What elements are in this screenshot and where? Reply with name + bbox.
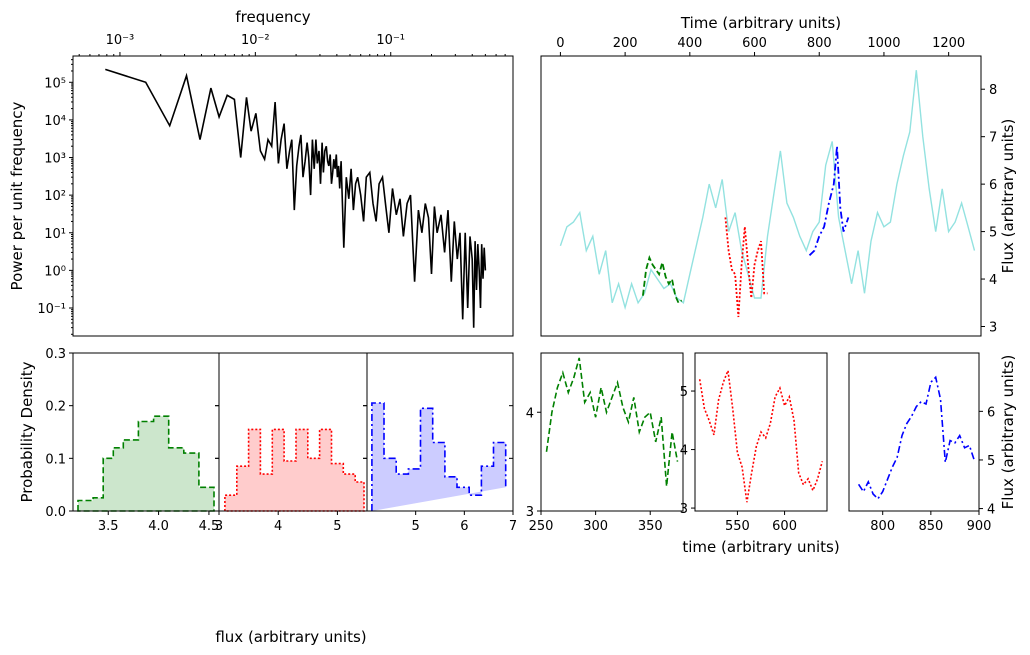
seg-blue-xtick-label: 800 xyxy=(870,519,895,534)
hist-blue-frame xyxy=(366,352,514,512)
seg-blue-line xyxy=(857,375,975,501)
power-spectrum-frame xyxy=(72,55,514,337)
power-ytick-label: 10⁴ xyxy=(44,114,66,129)
power-ytick-label: 10⁻¹ xyxy=(37,302,66,317)
seg-blue-frame xyxy=(848,352,980,512)
seg-red-frame xyxy=(694,352,828,512)
power-xtick-label: 10⁻² xyxy=(241,33,270,48)
hist-blue-xtick-label: 7 xyxy=(509,519,517,534)
hist-green-ytick-label: 0.1 xyxy=(45,452,66,467)
hist-green-xtick-label: 4.0 xyxy=(148,519,169,534)
lightcurve-xtick-label: 400 xyxy=(677,36,702,51)
seg-blue-ytick-label: 4 xyxy=(987,503,995,518)
lightcurve-segment-1-line xyxy=(642,255,683,305)
hist-green-ytick-label: 0.0 xyxy=(45,505,66,520)
lightcurve-ytick-label: 5 xyxy=(989,226,997,241)
seg-blue-ytick-label: 6 xyxy=(987,405,995,420)
power-ytick-label: 10² xyxy=(44,189,66,204)
seg-blue-ytick-label: 5 xyxy=(987,454,995,469)
seg-red-xtick-label: 550 xyxy=(725,519,750,534)
lightcurve-xtick-label: 200 xyxy=(613,36,638,51)
hist-green-ytick-label: 0.2 xyxy=(45,400,66,415)
flux-xlabel: flux (arbitrary units) xyxy=(215,628,366,646)
seg-red-ytick-label: 3 xyxy=(680,502,688,517)
power-ylabel: Power per unit frequency xyxy=(8,101,26,290)
power-xlabel: frequency xyxy=(235,8,310,26)
lightcurve-full-line xyxy=(559,70,976,311)
power-ytick-label: 10⁰ xyxy=(44,264,66,279)
hist-blue-xtick-label: 5 xyxy=(412,519,420,534)
lightcurve-ytick-label: 6 xyxy=(989,178,997,193)
seg-green-line xyxy=(545,357,679,487)
lightcurve-ytick-label: 8 xyxy=(989,83,997,98)
hist-blue-outline xyxy=(371,402,507,511)
seg-red-ytick-label: 4 xyxy=(680,444,688,459)
seg-green-xtick-label: 300 xyxy=(583,519,608,534)
hist-green-xtick-label: 4.5 xyxy=(199,519,220,534)
seg-green-xtick-label: 350 xyxy=(638,519,663,534)
seg-blue-xtick-label: 850 xyxy=(918,519,943,534)
hist-red-xtick-label: 3 xyxy=(215,519,223,534)
lightcurve-xtick-label: 800 xyxy=(807,36,832,51)
lightcurve-xtick-label: 1200 xyxy=(932,36,965,51)
hist-red-outline xyxy=(224,428,365,512)
power-spectrum-line xyxy=(105,68,487,328)
hist-green-ylabel: Probability Density xyxy=(18,361,36,502)
hist-red-xtick-label: 4 xyxy=(274,519,282,534)
hist-green-outline xyxy=(77,415,215,512)
hist-red-xtick-label: 5 xyxy=(333,519,341,534)
lightcurve-segment-2-line xyxy=(724,217,768,318)
power-ytick-label: 10⁵ xyxy=(44,76,66,91)
lightcurve-ytick-label: 7 xyxy=(989,131,997,146)
hist-red-fill xyxy=(224,429,364,511)
seg-green-frame xyxy=(540,352,684,512)
seg-blue-xtick-label: 900 xyxy=(967,519,992,534)
hist-blue-fill xyxy=(371,403,506,511)
lightcurve-xtick-label: 1000 xyxy=(867,36,900,51)
seg-red-line xyxy=(698,370,824,503)
power-xtick-label: 10⁻³ xyxy=(106,33,135,48)
hist-green-ytick-label: 0.3 xyxy=(45,347,66,362)
lightcurve-xtick-label: 0 xyxy=(556,36,564,51)
plot-area: 10⁻³ 10⁻² 10⁻¹ 10⁻¹ 10⁰ 10¹ 10² 10³ 10⁴ 10⁵ freque… xyxy=(8,8,1017,534)
seg-green-ytick-label: 3 xyxy=(526,505,534,520)
seg-red-xtick-label: 600 xyxy=(772,519,797,534)
lightcurve-frame xyxy=(540,55,982,337)
lightcurve-xtick-label: 600 xyxy=(742,36,767,51)
lightcurve-segment-3-line xyxy=(808,146,850,256)
seg-green-ytick-label: 4 xyxy=(526,406,534,421)
power-xtick-label: 10⁻¹ xyxy=(376,33,405,48)
lightcurve-ytick-label: 3 xyxy=(989,321,997,336)
seg-red-ytick-label: 5 xyxy=(680,385,688,400)
hist-blue-xtick-label: 6 xyxy=(460,519,468,534)
lightcurve-ylabel: Flux (arbitrary units) xyxy=(999,119,1017,274)
hist-green-fill xyxy=(78,416,214,511)
power-ytick-label: 10³ xyxy=(44,152,66,167)
hist-green-xtick-label: 3.5 xyxy=(98,519,119,534)
lightcurve-ytick-label: 4 xyxy=(989,273,997,288)
time-xlabel: time (arbitrary units) xyxy=(682,538,839,556)
seg-green-xtick-label: 250 xyxy=(529,519,554,534)
seg-blue-ylabel: Flux (arbitrary units) xyxy=(999,355,1017,510)
power-ytick-label: 10¹ xyxy=(44,227,66,242)
lightcurve-xlabel: Time (arbitrary units) xyxy=(680,14,841,32)
